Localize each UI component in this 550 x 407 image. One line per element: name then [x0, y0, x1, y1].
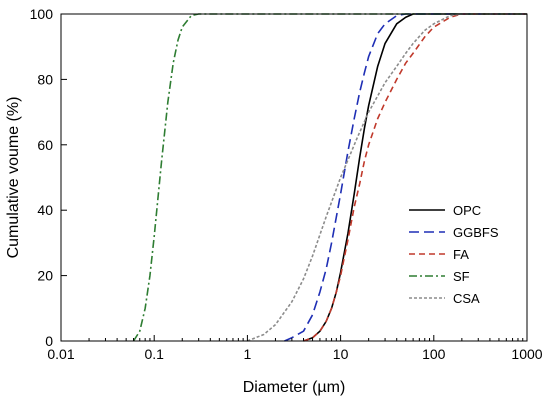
series-layer [132, 13, 527, 342]
y-axis-title: Cumulative voume (%) [5, 97, 22, 259]
legend-label-ggbfs: GGBFS [453, 225, 499, 240]
legend: OPC GGBFS FA SF CSA [409, 203, 499, 306]
x-tick-label: 10 [333, 346, 349, 362]
x-tick-label: 1000 [511, 346, 542, 362]
x-tick-label: 100 [422, 346, 446, 362]
x-axis-title: Diameter (µm) [243, 379, 346, 396]
legend-label-opc: OPC [453, 203, 481, 218]
legend-label-fa: FA [453, 247, 469, 262]
y-tick-label: 20 [37, 268, 53, 284]
y-tick-label: 0 [45, 333, 53, 349]
series-line-ggbfs [284, 13, 527, 342]
y-tick-label: 40 [37, 202, 53, 218]
series-line-fa [303, 13, 527, 342]
legend-label-csa: CSA [453, 291, 480, 306]
y-tick-label: 100 [30, 6, 54, 22]
legend-label-sf: SF [453, 269, 470, 284]
x-tick-label: 0.01 [47, 346, 74, 362]
y-tick-label: 60 [37, 137, 53, 153]
axes-layer: 0.01 0.1 1 10 100 1000 0 20 40 60 80 100 [30, 6, 543, 362]
x-tick-label: 1 [244, 346, 252, 362]
plot-frame [60, 13, 528, 342]
y-tick-label: 80 [37, 71, 53, 87]
x-tick-label: 0.1 [144, 346, 164, 362]
series-line-sf [132, 13, 527, 342]
series-line-csa [247, 13, 527, 342]
